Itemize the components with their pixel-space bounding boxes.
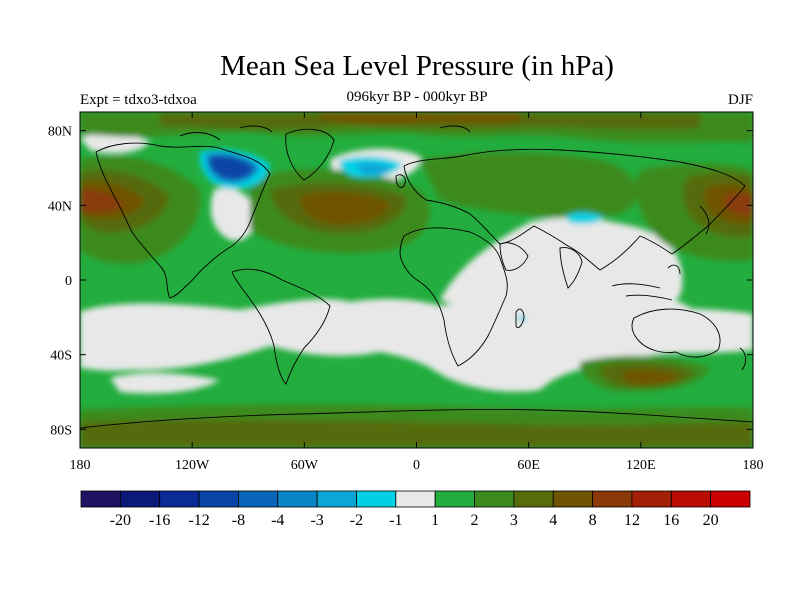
colorbar-label: -3 (310, 512, 323, 529)
field-minus2-tibet (566, 212, 604, 225)
colorbar-label: -1 (389, 512, 402, 529)
chart-title: Mean Sea Level Pressure (in hPa) (220, 50, 614, 82)
x-tick-label: 120W (175, 458, 210, 473)
field-near-zero-indian-ocean (440, 217, 683, 319)
x-tick-label: 180 (70, 458, 91, 473)
colorbar-swatch (631, 490, 672, 508)
y-tick-label: 0 (65, 274, 72, 289)
field-near-zero-pacific (80, 321, 145, 345)
field-near-zero-australia (640, 298, 705, 343)
field-plus12-pacific-west (80, 189, 124, 213)
colorbar-swatch (238, 490, 279, 508)
colorbar-label: -12 (188, 512, 209, 529)
colorbar-label: 12 (624, 512, 640, 529)
x-tick-label: 60W (291, 458, 319, 473)
axes: 180 120W 60W 0 60E 120E 180 80N 40N 0 40S 80S (48, 112, 764, 473)
colorbar-swatch (198, 490, 239, 508)
field-near-zero-southern-ocean (80, 299, 753, 392)
colorbar-label: 8 (589, 512, 597, 529)
y-tick-label: 40N (48, 199, 72, 214)
colorbar-swatch (434, 490, 475, 508)
colorbar-label: 4 (549, 512, 557, 529)
pressure-map (80, 112, 753, 448)
experiment-label: Expt = tdxo3-tdxoa (80, 92, 197, 108)
colorbar-label: -2 (350, 512, 363, 529)
colorbar-label: -8 (232, 512, 245, 529)
y-tick-label: 80S (50, 423, 72, 438)
colorbar-swatch (159, 490, 200, 508)
x-tick-label: 120E (626, 458, 656, 473)
field-minus8-hudson (209, 155, 254, 180)
colorbar-swatch (592, 490, 633, 508)
coastlines (80, 125, 753, 429)
colorbar-swatch (552, 490, 593, 508)
colorbar-label: 16 (663, 512, 679, 529)
y-tick-label: 80N (48, 125, 72, 140)
x-tick-label: 0 (413, 458, 420, 473)
field-near-zero-arctic (80, 133, 150, 154)
colorbar-swatch (277, 490, 318, 508)
field-plus3-asia (420, 152, 638, 218)
season-label: DJF (727, 92, 753, 108)
colorbar-swatch (80, 490, 121, 508)
colorbar-label: 1 (431, 512, 439, 529)
field-plus4-antarctic (80, 419, 753, 448)
field-plus8-north-atlantic (300, 191, 390, 225)
x-tick-label: 180 (743, 458, 764, 473)
field-near-zero-south-pacific (110, 372, 220, 394)
colorbar-swatch (513, 490, 554, 508)
y-tick-label: 40S (50, 349, 72, 364)
colorbar-swatch (710, 490, 751, 508)
colorbar-label: 2 (471, 512, 479, 529)
colorbar-label: -20 (110, 512, 131, 529)
colorbar-swatch (356, 490, 397, 508)
field-plus12-pacific-east (724, 193, 753, 216)
field-near-zero-north-america (210, 188, 257, 241)
field-plus8-south-indian (620, 369, 680, 385)
colorbar-swatch (670, 490, 712, 508)
colorbar-swatch (119, 490, 161, 508)
field-minus3-nordic (356, 163, 392, 175)
x-tick-label: 60E (517, 458, 540, 473)
colorbar-label: 3 (510, 512, 518, 529)
colorbar-label: -4 (271, 512, 284, 529)
colorbar: -20 -16 -12 -8 -4 -3 -2 -1 1 2 3 4 8 12 16 20 (80, 490, 751, 529)
colorbar-label: -16 (149, 512, 170, 529)
colorbar-swatch (474, 490, 515, 508)
colorbar-swatch (395, 490, 436, 508)
colorbar-label: 20 (703, 512, 719, 529)
colorbar-swatch (316, 490, 357, 508)
chart-subtitle: 096kyr BP - 000kyr BP (346, 89, 488, 105)
field-plus8-arctic (320, 112, 520, 125)
